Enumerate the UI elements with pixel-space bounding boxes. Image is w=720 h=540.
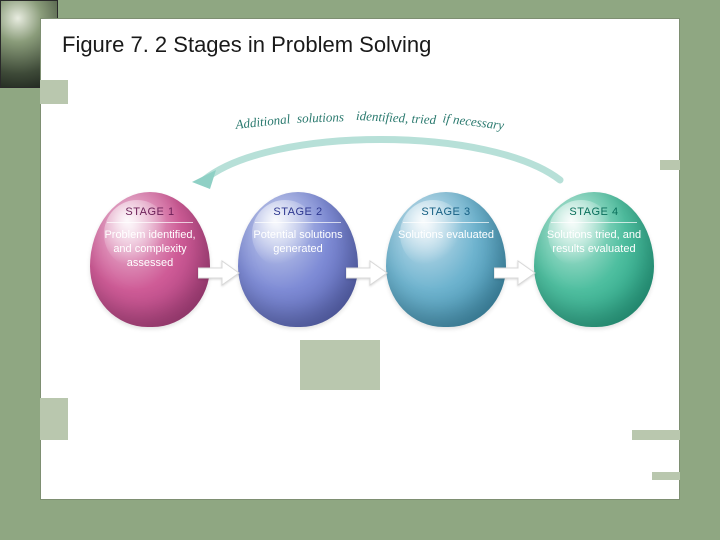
feedback-label-part: identified, tried [355,108,436,128]
stage-egg-3: STAGE 3 Solutions evaluated [386,192,506,327]
deco-block [40,80,68,104]
figure-title: Figure 7. 2 Stages in Problem Solving [62,32,431,58]
stage-egg-2: STAGE 2 Potential solutions generated [238,192,358,327]
feedback-label-part: solutions [297,109,344,127]
stage-description: Solutions evaluated [390,229,502,243]
deco-block [40,398,68,440]
stage-egg-4: STAGE 4 Solutions tried, and results eval… [534,192,654,327]
stage-description: Problem identified, and complexity asses… [90,229,210,270]
stage-description: Solutions tried, and results evaluated [534,229,654,257]
stage-label: STAGE 1 [125,206,174,218]
feedback-arc [190,132,570,192]
feedback-label-part: Additional [235,111,291,133]
stage-divider [403,222,489,223]
stage-divider [255,222,341,223]
feedback-label: Additional solutions identified, tried i… [190,110,550,126]
stage-divider [551,222,637,223]
deco-block [652,472,680,480]
stage-label: STAGE 2 [273,206,322,218]
deco-block [300,340,380,390]
stage-label: STAGE 3 [421,206,470,218]
stage-label: STAGE 4 [569,206,618,218]
diagram: Additional solutions identified, tried i… [90,110,650,340]
feedback-label-part: if necessary [442,110,505,133]
deco-block [660,160,680,170]
deco-block [632,430,680,440]
stage-divider [107,222,193,223]
stage-description: Potential solutions generated [238,229,358,257]
stage-egg-1: STAGE 1 Problem identified, and complexit… [90,192,210,327]
